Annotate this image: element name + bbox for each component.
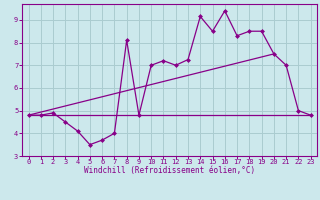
- X-axis label: Windchill (Refroidissement éolien,°C): Windchill (Refroidissement éolien,°C): [84, 166, 255, 175]
